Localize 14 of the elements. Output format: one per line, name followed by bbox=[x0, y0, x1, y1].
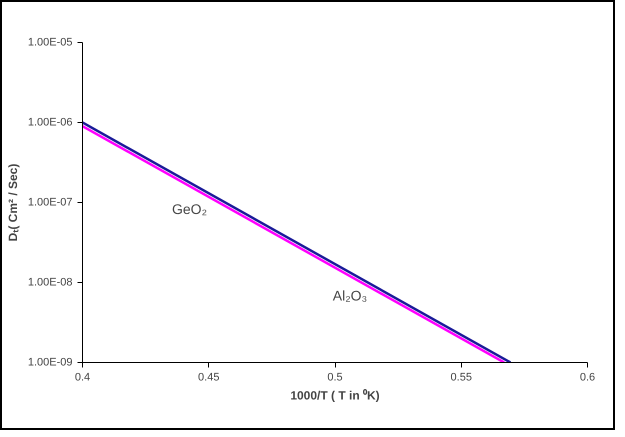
series-label: GeO₂ bbox=[172, 201, 208, 218]
x-tick-label: 0.6 bbox=[580, 372, 596, 384]
x-tick-label: 0.55 bbox=[450, 372, 472, 384]
y-tick-label: 1.00E-06 bbox=[28, 116, 73, 128]
x-tick-label: 0.45 bbox=[198, 372, 220, 384]
y-tick-label: 1.00E-09 bbox=[28, 356, 73, 368]
series-label: Al₂O₃ bbox=[332, 287, 368, 304]
y-tick-label: 1.00E-08 bbox=[28, 276, 73, 288]
y-axis-title: Dₜ( Cm² / Sec) bbox=[6, 164, 20, 242]
y-tick-label: 1.00E-05 bbox=[28, 36, 73, 48]
x-tick-label: 0.5 bbox=[327, 372, 343, 384]
y-tick-label: 1.00E-07 bbox=[28, 196, 73, 208]
x-tick-label: 0.4 bbox=[74, 372, 90, 384]
x-axis-title: 1000/T ( T in ⁰K) bbox=[290, 388, 380, 402]
